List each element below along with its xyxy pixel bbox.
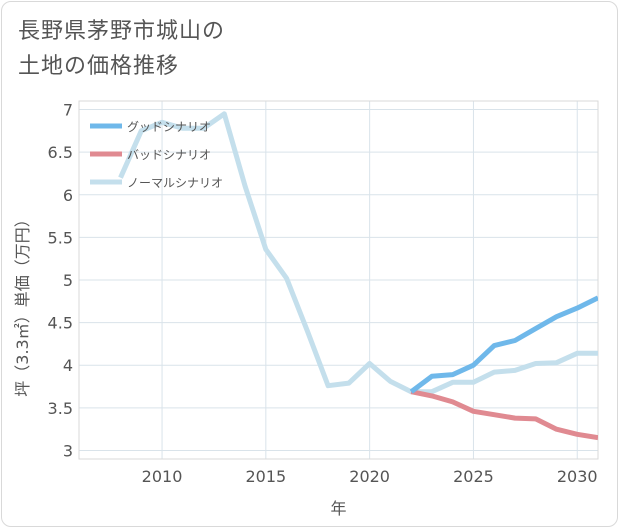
x-tick-label: 2015 [245, 467, 286, 486]
y-tick-label: 4.5 [48, 314, 73, 333]
x-tick-label: 2025 [453, 467, 494, 486]
y-tick-label: 5.5 [48, 228, 73, 247]
legend-label: バッドシナリオ [127, 148, 211, 162]
y-tick-label: 3.5 [48, 399, 73, 418]
grid [79, 101, 598, 459]
y-tick-label: 7 [63, 101, 73, 120]
x-tick-labels: 2010 2015 2020 2025 2030 [142, 467, 598, 486]
y-tick-label: 4 [63, 356, 73, 375]
series-line-0 [409, 295, 598, 394]
y-tick-labels: 3 3.5 4 4.5 5 5.5 6 6.5 7 [48, 101, 73, 461]
y-tick-label: 6 [63, 186, 73, 205]
y-tick-label: 5 [63, 271, 73, 290]
x-tick-label: 2010 [142, 467, 183, 486]
x-tick-label: 2020 [349, 467, 390, 486]
series-lines [118, 111, 598, 441]
y-tick-label: 3 [63, 441, 73, 460]
plot-frame [78, 100, 599, 460]
series-line-2 [118, 111, 598, 395]
y-tick-label: 6.5 [48, 143, 73, 162]
x-tick-label: 2030 [557, 467, 598, 486]
chart-title: 長野県茅野市城山の 土地の価格推移 [18, 19, 226, 79]
x-axis-label: 年 [330, 499, 346, 518]
series-line-1 [410, 389, 598, 441]
legend-label: ノーマルシナリオ [127, 176, 223, 190]
legend-label: グッドシナリオ [127, 120, 211, 134]
y-axis-label: 坪（3.3㎡）単価（万円） [13, 211, 32, 396]
